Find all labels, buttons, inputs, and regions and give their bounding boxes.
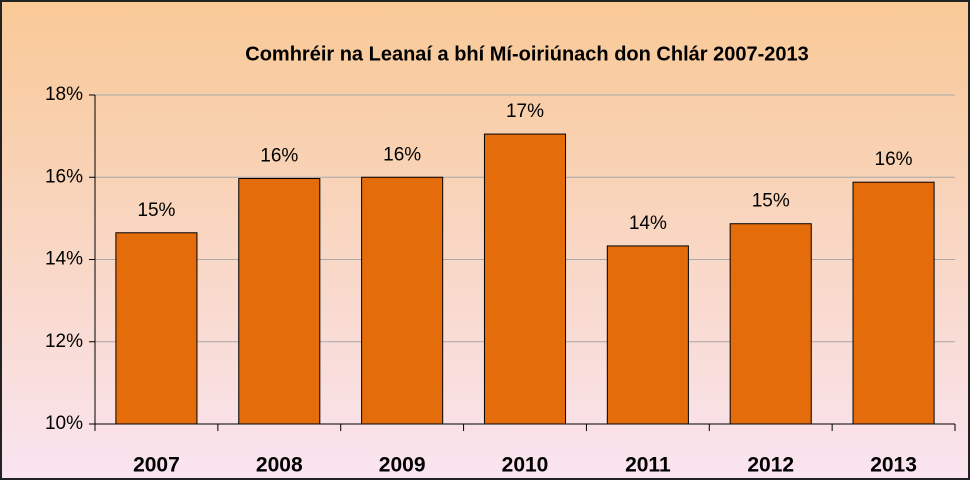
data-label: 14% — [629, 213, 667, 234]
data-label: 16% — [875, 149, 913, 170]
bar — [483, 133, 567, 425]
data-label: 16% — [260, 145, 298, 166]
bar — [852, 181, 935, 425]
y-tick-label: 10% — [45, 413, 83, 434]
y-tick-label: 12% — [45, 331, 83, 352]
data-label: 17% — [506, 101, 544, 122]
x-tick-label: 2007 — [133, 454, 180, 477]
x-tick-label: 2011 — [625, 454, 671, 477]
y-tick-label: 14% — [45, 249, 83, 270]
x-tick-label: 2008 — [256, 454, 303, 477]
bar — [606, 245, 689, 425]
x-tick-label: 2010 — [502, 454, 549, 477]
data-label: 15% — [752, 191, 790, 212]
x-tick-label: 2013 — [870, 454, 917, 477]
bar — [729, 223, 812, 425]
chart-title: Comhréir na Leanaí a bhí Mí-oiriúnach do… — [245, 43, 808, 65]
bar — [115, 232, 198, 425]
bar — [361, 176, 444, 425]
y-tick-label: 16% — [45, 166, 83, 187]
x-tick-label: 2012 — [747, 454, 794, 477]
bar — [238, 177, 321, 425]
x-tick-label: 2009 — [379, 454, 426, 477]
data-label: 16% — [383, 144, 421, 165]
y-tick-label: 18% — [45, 84, 83, 105]
data-label: 15% — [137, 200, 175, 221]
